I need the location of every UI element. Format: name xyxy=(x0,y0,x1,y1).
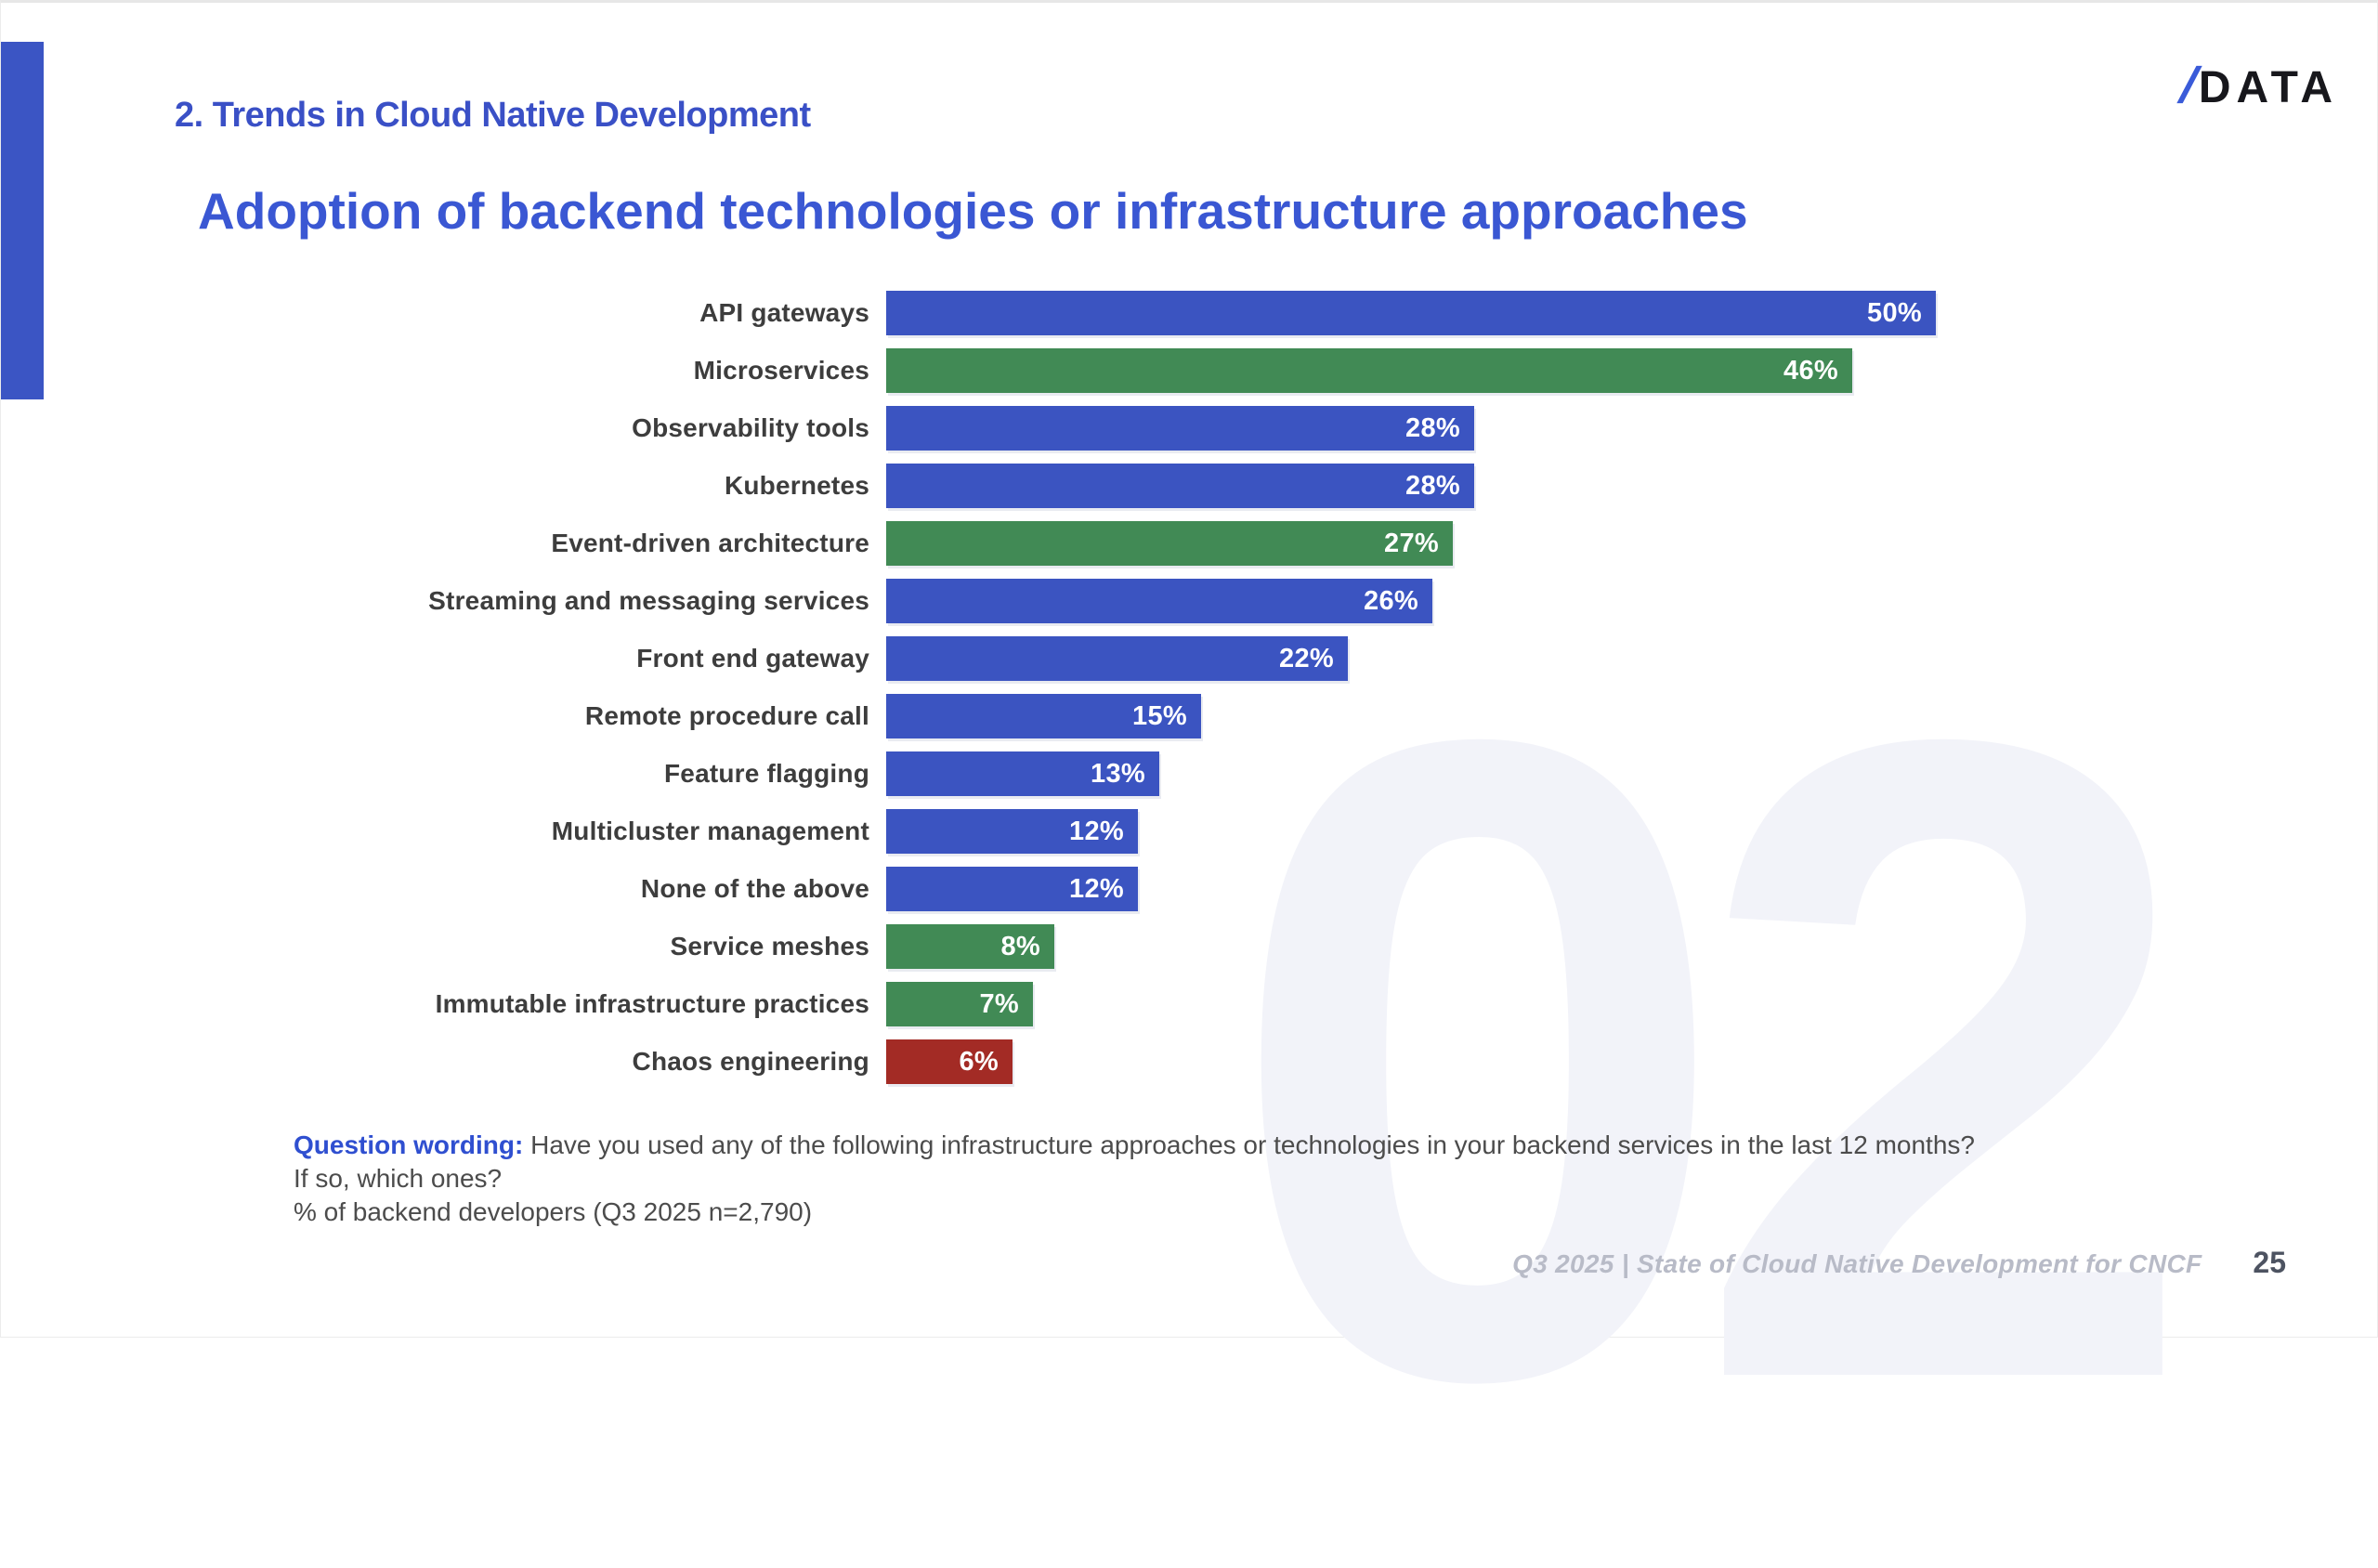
bar-track: 12% xyxy=(886,809,1952,854)
bar-track: 15% xyxy=(886,694,1952,738)
bar-track: 12% xyxy=(886,867,1952,911)
bar-track: 46% xyxy=(886,348,1952,393)
chart-row: API gateways 50% xyxy=(280,291,1952,335)
chart-row: Observability tools 28% xyxy=(280,406,1952,451)
chart-row: Kubernetes 28% xyxy=(280,464,1952,508)
bar-value-label: 50% xyxy=(1867,297,1922,328)
category-label: Observability tools xyxy=(632,413,869,442)
category-label: Multicluster management xyxy=(551,817,869,845)
category-label: None of the above xyxy=(640,874,869,903)
bar-track: 8% xyxy=(886,924,1952,969)
logo-wordmark: DATA xyxy=(2198,63,2338,112)
bar-none-of-the-above: 12% xyxy=(886,867,1138,911)
bar-value-label: 12% xyxy=(1069,873,1124,904)
category-label: Streaming and messaging services xyxy=(428,586,869,615)
bar-service-meshes: 8% xyxy=(886,924,1054,969)
category-label: API gateways xyxy=(699,298,869,327)
bar-value-label: 27% xyxy=(1384,528,1439,558)
question-wording-line1: Question wording: Have you used any of t… xyxy=(294,1129,1975,1162)
left-accent-bar xyxy=(1,42,44,399)
chart-row: Immutable infrastructure practices 7% xyxy=(280,982,1952,1026)
chart-row: Chaos engineering 6% xyxy=(280,1039,1952,1084)
category-label: Remote procedure call xyxy=(584,701,869,730)
bar-immutable-infrastructure-practices: 7% xyxy=(886,982,1033,1026)
bar-track: 26% xyxy=(886,579,1952,623)
bar-feature-flagging: 13% xyxy=(886,751,1159,796)
bar-kubernetes: 28% xyxy=(886,464,1474,508)
bar-event-driven-architecture: 27% xyxy=(886,521,1453,566)
bar-value-label: 12% xyxy=(1069,816,1124,846)
question-wording-line2: If so, which ones? xyxy=(294,1164,503,1193)
question-wording-label: Question wording: xyxy=(294,1130,524,1159)
category-label: Immutable infrastructure practices xyxy=(435,989,869,1018)
question-wording: Question wording: Have you used any of t… xyxy=(294,1129,1975,1229)
slashdata-logo: / DATA xyxy=(2177,57,2338,114)
bar-track: 28% xyxy=(886,406,1952,451)
bar-microservices: 46% xyxy=(886,348,1852,393)
chart-row: Feature flagging 13% xyxy=(280,751,1952,796)
bar-chaos-engineering: 6% xyxy=(886,1039,1013,1084)
logo-slash-icon: / xyxy=(2176,58,2200,113)
bar-value-label: 15% xyxy=(1132,700,1187,731)
bar-track: 27% xyxy=(886,521,1952,566)
chart-row: Event-driven architecture 27% xyxy=(280,521,1952,566)
bar-value-label: 28% xyxy=(1405,412,1460,443)
bar-value-label: 46% xyxy=(1784,355,1838,385)
category-label: Feature flagging xyxy=(664,759,869,788)
bar-front-end-gateway: 22% xyxy=(886,636,1348,681)
bar-api-gateways: 50% xyxy=(886,291,1936,335)
bar-track: 28% xyxy=(886,464,1952,508)
category-label: Microservices xyxy=(693,356,869,385)
category-label: Event-driven architecture xyxy=(551,529,869,557)
bar-chart: API gateways 50% Microservices 46% Observabi… xyxy=(280,291,1952,1097)
chart-row: Streaming and messaging services 26% xyxy=(280,579,1952,623)
category-label: Chaos engineering xyxy=(632,1047,869,1076)
footer-source: Q3 2025 | State of Cloud Native Developm… xyxy=(1512,1249,2202,1278)
question-wording-text: Have you used any of the following infra… xyxy=(523,1130,1975,1159)
category-label: Service meshes xyxy=(670,932,869,960)
chart-row: Remote procedure call 15% xyxy=(280,694,1952,738)
chart-row: Microservices 46% xyxy=(280,348,1952,393)
bar-value-label: 6% xyxy=(959,1046,999,1077)
page-number: 25 xyxy=(2253,1246,2286,1279)
category-label: Kubernetes xyxy=(724,471,869,500)
bar-track: 13% xyxy=(886,751,1952,796)
chart-row: Service meshes 8% xyxy=(280,924,1952,969)
bar-value-label: 26% xyxy=(1364,585,1418,616)
bar-streaming-and-messaging-services: 26% xyxy=(886,579,1432,623)
category-label: Front end gateway xyxy=(636,644,869,673)
bar-track: 6% xyxy=(886,1039,1952,1084)
bar-value-label: 28% xyxy=(1405,470,1460,501)
page-title: Adoption of backend technologies or infr… xyxy=(198,182,1748,240)
bar-multicluster-management: 12% xyxy=(886,809,1138,854)
bar-value-label: 22% xyxy=(1279,643,1334,673)
bar-track: 22% xyxy=(886,636,1952,681)
bar-track: 50% xyxy=(886,291,1952,335)
bar-track: 7% xyxy=(886,982,1952,1026)
slide-footer: Q3 2025 | State of Cloud Native Developm… xyxy=(1512,1246,2286,1280)
bar-observability-tools: 28% xyxy=(886,406,1474,451)
chart-row: Front end gateway 22% xyxy=(280,636,1952,681)
sample-size-note: % of backend developers (Q3 2025 n=2,790… xyxy=(294,1197,813,1226)
chart-row: None of the above 12% xyxy=(280,867,1952,911)
bar-remote-procedure-call: 15% xyxy=(886,694,1201,738)
section-header: 2. Trends in Cloud Native Development xyxy=(175,96,811,135)
chart-row: Multicluster management 12% xyxy=(280,809,1952,854)
bar-value-label: 8% xyxy=(1000,931,1040,961)
bar-value-label: 13% xyxy=(1091,758,1145,789)
bar-value-label: 7% xyxy=(979,988,1019,1019)
